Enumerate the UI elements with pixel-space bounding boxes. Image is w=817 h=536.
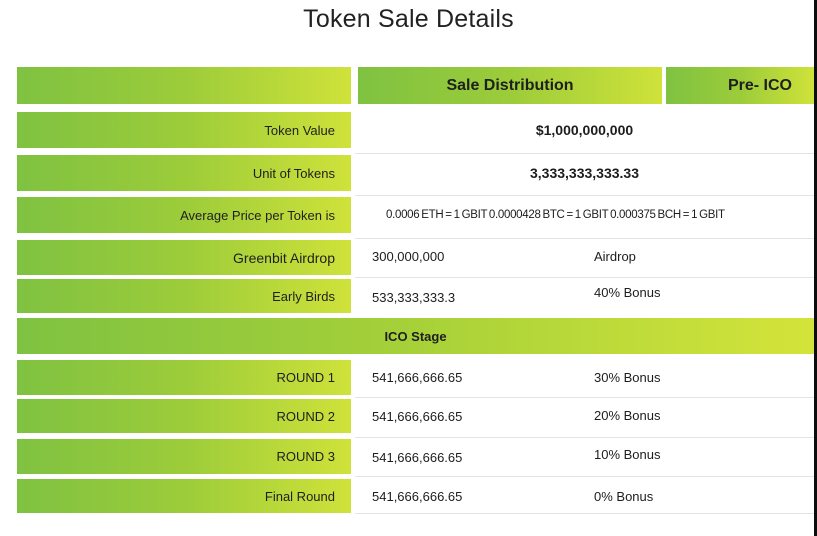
round-2-bonus: 20% Bonus xyxy=(594,408,661,423)
ico-stage-text: ICO Stage xyxy=(384,328,447,344)
row-divider xyxy=(355,513,814,514)
final-round-amount: 541,666,666.65 xyxy=(372,489,463,504)
ico-stage-band: ICO Stage xyxy=(17,318,814,354)
row-divider xyxy=(355,153,814,154)
row-label-unit-of-tokens: Unit of Tokens xyxy=(17,155,351,191)
row-divider xyxy=(355,238,814,239)
unit-of-tokens-value: 3,333,333,333.33 xyxy=(530,165,639,181)
row-label-average-price: Average Price per Token is xyxy=(17,197,351,233)
round-3-bonus: 10% Bonus xyxy=(594,447,661,462)
round-3-amount: 541,666,666.65 xyxy=(372,450,463,465)
token-value: $1,000,000,000 xyxy=(535,122,634,138)
row-divider xyxy=(355,437,814,438)
round-2-amount: 541,666,666.65 xyxy=(372,409,463,424)
header-label-cell xyxy=(17,67,351,104)
greenbit-airdrop-bonus: Airdrop xyxy=(594,249,636,264)
average-price-value: 0.0006 ETH = 1 GBIT 0.0000428 BTC = 1 GB… xyxy=(386,209,725,221)
row-label-final-round: Final Round xyxy=(17,479,351,513)
row-divider xyxy=(355,397,814,398)
header-pre-ico-text: Pre- ICO xyxy=(727,76,792,94)
row-divider xyxy=(355,195,814,196)
greenbit-airdrop-amount: 300,000,000 xyxy=(372,249,445,264)
row-label-greenbit-airdrop: Greenbit Airdrop xyxy=(17,240,351,275)
final-round-bonus: 0% Bonus xyxy=(594,489,654,504)
row-label-round-3: ROUND 3 xyxy=(17,439,351,474)
row-label-round-2: ROUND 2 xyxy=(17,399,351,433)
header-pre-ico: Pre- ICO xyxy=(666,67,814,104)
round-1-amount: 541,666,666.65 xyxy=(372,370,463,385)
header-sale-distribution: Sale Distribution xyxy=(358,67,662,104)
early-birds-bonus: 40% Bonus xyxy=(594,285,661,300)
row-divider xyxy=(355,476,814,477)
row-label-early-birds: Early Birds xyxy=(17,279,351,313)
early-birds-amount: 533,333,333.3 xyxy=(372,290,456,305)
row-label-round-1: ROUND 1 xyxy=(17,360,351,395)
header-sale-distribution-text: Sale Distribution xyxy=(446,76,574,94)
page-title: Token Sale Details xyxy=(303,5,514,33)
row-divider xyxy=(355,277,814,278)
row-label-token-value: Token Value xyxy=(17,112,351,148)
right-edge-divider xyxy=(814,0,817,536)
round-1-bonus: 30% Bonus xyxy=(594,370,661,385)
